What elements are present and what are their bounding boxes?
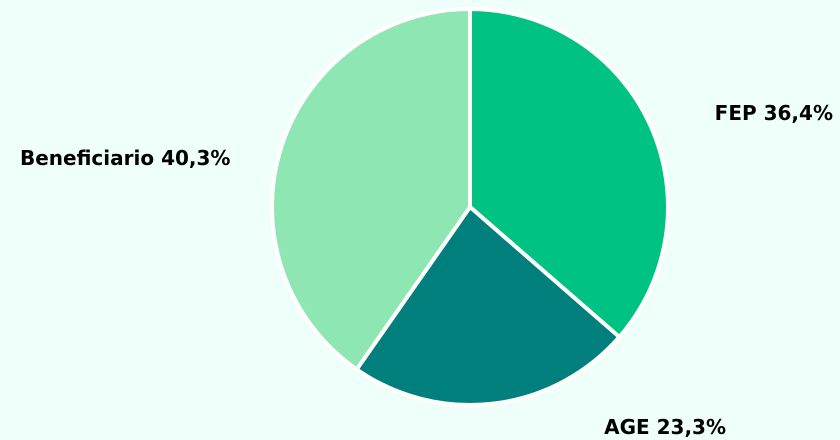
slice-label-fep: FEP 36,4%	[715, 101, 833, 125]
pie-slice-age	[354, 205, 622, 407]
pie-slices	[270, 7, 670, 407]
slice-label-beneficiario: Beneficiario 40,3%	[20, 146, 230, 170]
pie-slice-beneficiario	[270, 7, 472, 372]
pie-slice-fep	[468, 7, 670, 339]
pie-labels: FEP 36,4% AGE 23,3% Beneficiario 40,3%	[20, 101, 833, 439]
slice-label-age: AGE 23,3%	[604, 415, 726, 439]
